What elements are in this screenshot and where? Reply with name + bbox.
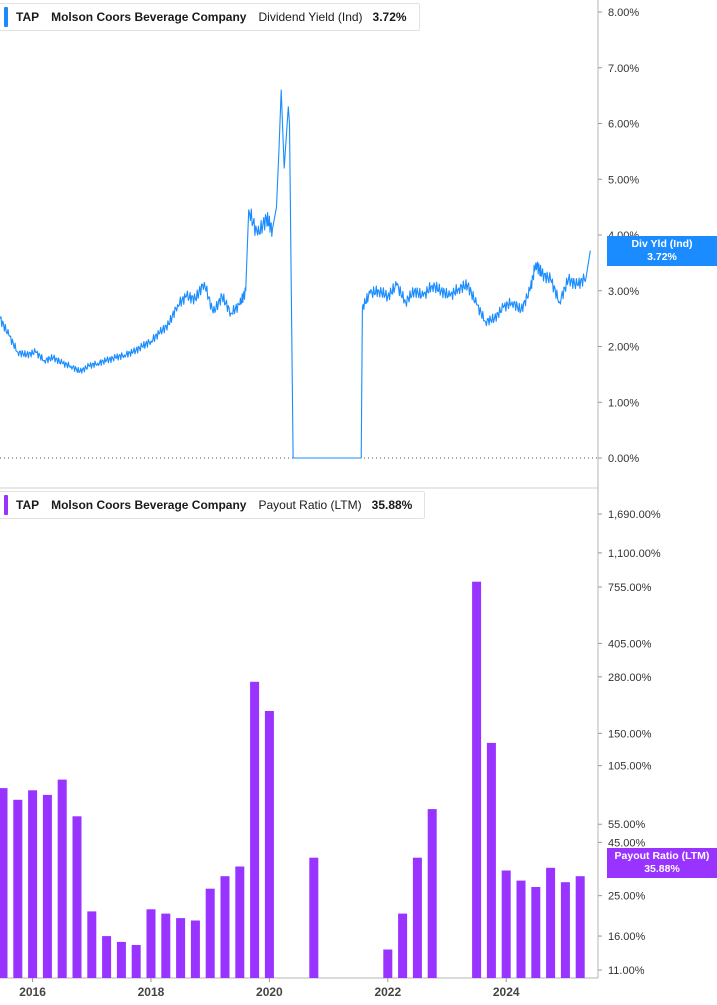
payout-legend-ticker: TAP	[16, 498, 40, 512]
payout-bar	[250, 681, 260, 978]
payout-current-value-flag: Payout Ratio (LTM) 35.88%	[607, 847, 717, 878]
payout-bar	[235, 866, 245, 978]
payout-y-tick-label: 105.00%	[608, 761, 652, 773]
payout-legend-value: 35.88%	[371, 498, 413, 512]
yield-series-line	[0, 89, 591, 459]
x-tick-label: 2024	[493, 985, 520, 999]
payout-y-tick-label: 55.00%	[608, 819, 646, 831]
payout-bar	[220, 876, 230, 978]
payout-y-tick-label: 16.00%	[608, 931, 646, 943]
x-tick-label: 2016	[19, 985, 46, 999]
payout-flag-value: 35.88%	[644, 862, 680, 875]
payout-y-tick-label: 1,690.00%	[608, 509, 661, 521]
payout-bar	[546, 867, 556, 978]
yield-y-tick-label: 7.00%	[608, 63, 639, 75]
payout-bar	[13, 799, 23, 978]
yield-flag-value: 3.72%	[647, 250, 677, 263]
yield-flag-label: Div Yld (Ind)	[631, 237, 693, 250]
yield-y-tick-label: 8.00%	[608, 7, 639, 19]
payout-legend-company: Molson Coors Beverage Company	[51, 498, 247, 512]
payout-bar	[264, 711, 274, 978]
payout-y-tick-label: 25.00%	[608, 891, 646, 903]
payout-bar	[501, 870, 511, 978]
payout-bar	[146, 909, 156, 978]
payout-bar	[205, 888, 215, 978]
payout-bar	[116, 941, 126, 978]
payout-bar	[57, 779, 67, 978]
payout-bar	[531, 887, 541, 978]
yield-y-tick-label: 1.00%	[608, 397, 639, 409]
payout-y-tick-label: 150.00%	[608, 728, 652, 740]
payout-bar	[412, 857, 422, 978]
payout-bar	[102, 936, 112, 978]
payout-y-tick-label: 1,100.00%	[608, 548, 661, 560]
payout-bar	[42, 794, 52, 978]
payout-bar	[161, 913, 171, 978]
payout-y-tick-label: 405.00%	[608, 638, 652, 650]
payout-bar	[190, 920, 200, 978]
payout-bar	[472, 581, 482, 978]
yield-y-tick-label: 6.00%	[608, 119, 639, 131]
yield-y-tick-label: 0.00%	[608, 453, 639, 465]
yield-y-tick-label: 2.00%	[608, 342, 639, 354]
payout-bar	[176, 918, 186, 978]
yield-legend-company: Molson Coors Beverage Company	[51, 10, 247, 24]
payout-y-tick-label: 11.00%	[608, 965, 645, 977]
yield-legend-swatch	[4, 7, 8, 27]
payout-legend-swatch	[4, 495, 8, 515]
payout-bar	[309, 857, 319, 978]
yield-legend: TAP Molson Coors Beverage Company Divide…	[0, 3, 420, 31]
yield-legend-metric: Dividend Yield (Ind)	[258, 10, 363, 24]
x-tick-label: 2022	[374, 985, 401, 999]
payout-bar	[0, 788, 8, 978]
x-tick-label: 2018	[138, 985, 165, 999]
payout-bar	[383, 949, 393, 978]
x-tick-label: 2020	[256, 985, 283, 999]
payout-y-tick-label: 755.00%	[608, 582, 652, 594]
payout-legend: TAP Molson Coors Beverage Company Payout…	[0, 491, 426, 519]
yield-y-tick-label: 5.00%	[608, 174, 639, 186]
payout-y-tick-label: 45.00%	[608, 837, 646, 849]
yield-legend-ticker: TAP	[16, 10, 40, 24]
payout-bar	[486, 742, 496, 978]
payout-bar	[560, 882, 570, 978]
yield-y-tick-label: 3.00%	[608, 286, 639, 298]
payout-flag-label: Payout Ratio (LTM)	[614, 849, 710, 862]
payout-bar	[87, 911, 97, 978]
payout-bar	[72, 816, 82, 978]
yield-current-value-flag: Div Yld (Ind) 3.72%	[607, 235, 717, 266]
payout-bar	[28, 790, 38, 978]
yield-legend-value: 3.72%	[372, 10, 407, 24]
payout-bar	[575, 876, 585, 978]
payout-bar	[427, 809, 437, 978]
payout-bar	[516, 880, 526, 978]
payout-legend-metric: Payout Ratio (LTM)	[258, 498, 362, 512]
payout-y-tick-label: 280.00%	[608, 672, 652, 684]
payout-bar	[131, 945, 141, 978]
payout-bar	[398, 913, 408, 978]
